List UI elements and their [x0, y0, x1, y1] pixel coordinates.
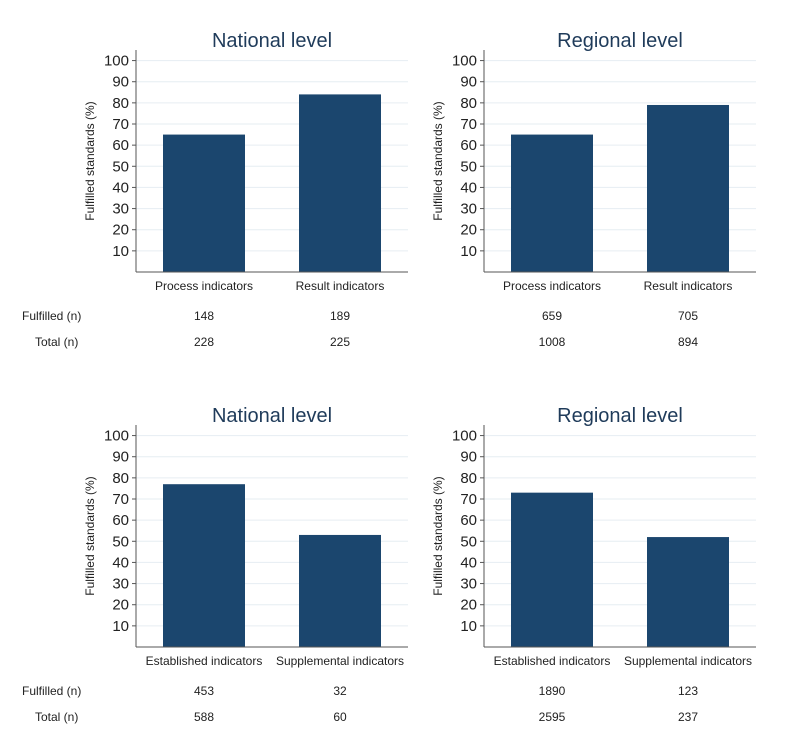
chart3-y-axis-label: Fulfilled standards (%): [83, 476, 97, 595]
chart1-y-axis-label: Fulfilled standards (%): [83, 101, 97, 220]
chart1-y-tick-label-10: 10: [112, 243, 129, 260]
chart1-y-tick-label-20: 20: [112, 222, 129, 239]
chart4-bar-2: [647, 537, 729, 647]
chart4-y-tick-label-50: 50: [460, 533, 477, 550]
chart4-fulfilled-n-2: 123: [678, 684, 698, 698]
chart1-y-tick-label-80: 80: [112, 95, 129, 112]
chart3-y-tick-label-40: 40: [112, 554, 129, 571]
chart4-fulfilled-n-1: 1890: [539, 684, 566, 698]
chart3-bar-2: [299, 534, 381, 647]
chart2-y-tick-label-20: 20: [460, 222, 477, 239]
row-label-total-bottom: Total (n): [35, 710, 79, 724]
chart4-bar-1: [511, 492, 593, 647]
chart3-y-tick-label-30: 30: [112, 576, 129, 593]
chart2-fulfilled-n-2: 705: [678, 309, 698, 323]
chart4-y-tick-label-80: 80: [460, 470, 477, 487]
chart4-y-tick-label-90: 90: [460, 449, 477, 466]
chart4-x-tick-label-1: Established indicators: [494, 654, 611, 668]
chart1-y-tick-label-70: 70: [112, 116, 129, 133]
chart1-total-n-2: 225: [330, 335, 350, 349]
chart4-y-tick-label-70: 70: [460, 491, 477, 508]
chart4-y-tick-label-100: 100: [452, 428, 477, 445]
chart3-fulfilled-n-2: 32: [333, 684, 347, 698]
chart1-bar-1: [163, 134, 245, 272]
chart2-y-tick-label-40: 40: [460, 179, 477, 196]
chart1-y-tick-label-90: 90: [112, 74, 129, 91]
chart4-x-tick-label-2: Supplemental indicators: [624, 654, 752, 668]
chart2-bar-1: [511, 134, 593, 272]
row-label-total-top: Total (n): [35, 335, 79, 349]
chart1-fulfilled-n-2: 189: [330, 309, 350, 323]
chart2-title: Regional level: [557, 30, 683, 52]
chart2-y-axis-label: Fulfilled standards (%): [431, 101, 445, 220]
chart3-y-tick-label-80: 80: [112, 470, 129, 487]
chart4-title: Regional level: [557, 405, 683, 427]
chart4-y-axis-label: Fulfilled standards (%): [431, 476, 445, 595]
row-label-fulfilled-top: Fulfilled (n): [22, 309, 82, 323]
chart4-y-tick-label-60: 60: [460, 512, 477, 529]
chart1-y-tick-label-40: 40: [112, 179, 129, 196]
chart1-y-tick-label-30: 30: [112, 201, 129, 218]
chart2-total-n-1: 1008: [539, 335, 566, 349]
chart3-bar-1: [163, 484, 245, 647]
chart3-x-tick-label-2: Supplemental indicators: [276, 654, 404, 668]
chart3-total-n-1: 588: [194, 710, 214, 724]
chart1-x-tick-label-2: Result indicators: [296, 279, 385, 293]
chart4-y-tick-label-30: 30: [460, 576, 477, 593]
chart2-y-tick-label-50: 50: [460, 158, 477, 175]
chart2-y-tick-label-100: 100: [452, 53, 477, 70]
chart1-y-tick-label-50: 50: [112, 158, 129, 175]
chart4-y-tick-label-20: 20: [460, 597, 477, 614]
chart2-y-tick-label-30: 30: [460, 201, 477, 218]
chart3-fulfilled-n-1: 453: [194, 684, 214, 698]
chart3-title: National level: [212, 405, 332, 427]
chart2-y-tick-label-80: 80: [460, 95, 477, 112]
chart3-y-tick-label-70: 70: [112, 491, 129, 508]
chart2-x-tick-label-1: Process indicators: [503, 279, 601, 293]
chart2-y-tick-label-60: 60: [460, 137, 477, 154]
chart3-total-n-2: 60: [333, 710, 347, 724]
chart2-total-n-2: 894: [678, 335, 698, 349]
chart3-y-tick-label-50: 50: [112, 533, 129, 550]
chart1-fulfilled-n-1: 148: [194, 309, 214, 323]
chart3-y-tick-label-20: 20: [112, 597, 129, 614]
chart2-x-tick-label-2: Result indicators: [644, 279, 733, 293]
chart1-bar-2: [299, 94, 381, 273]
chart4-y-tick-label-40: 40: [460, 554, 477, 571]
chart2-bar-2: [647, 104, 729, 272]
chart3-y-tick-label-10: 10: [112, 618, 129, 635]
chart4-y-tick-label-10: 10: [460, 618, 477, 635]
chart3-y-tick-label-90: 90: [112, 449, 129, 466]
chart3-y-tick-label-60: 60: [112, 512, 129, 529]
chart2-y-tick-label-10: 10: [460, 243, 477, 260]
chart4-total-n-2: 237: [678, 710, 698, 724]
chart2-y-tick-label-70: 70: [460, 116, 477, 133]
chart4-total-n-1: 2595: [539, 710, 566, 724]
chart3-y-tick-label-100: 100: [104, 428, 129, 445]
chart1-title: National level: [212, 30, 332, 52]
chart2-y-tick-label-90: 90: [460, 74, 477, 91]
chart1-y-tick-label-100: 100: [104, 53, 129, 70]
chart1-x-tick-label-1: Process indicators: [155, 279, 253, 293]
chart3-x-tick-label-1: Established indicators: [146, 654, 263, 668]
chart1-y-tick-label-60: 60: [112, 137, 129, 154]
chart2-fulfilled-n-1: 659: [542, 309, 562, 323]
chart1-total-n-1: 228: [194, 335, 214, 349]
row-label-fulfilled-bottom: Fulfilled (n): [22, 684, 82, 698]
